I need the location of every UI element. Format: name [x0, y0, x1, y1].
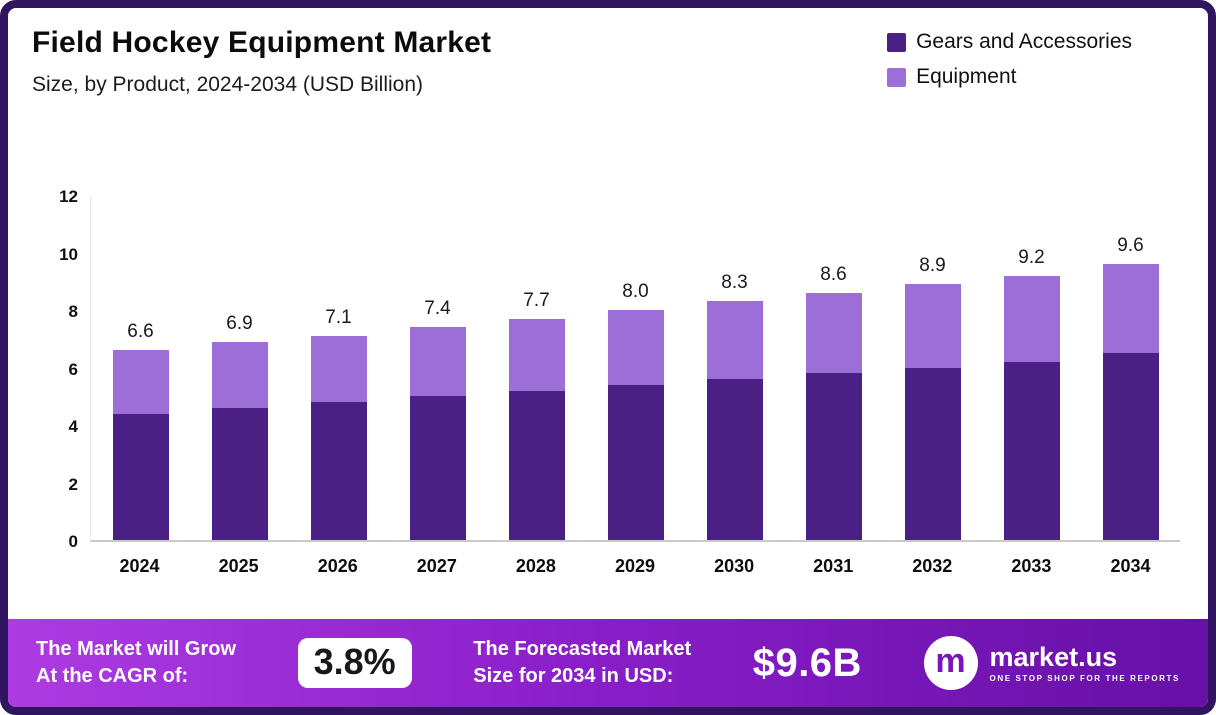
forecast-label-line2: Size for 2034 in USD:	[473, 665, 674, 687]
bar-segment-equipment	[409, 327, 466, 397]
x-tick-label: 2033	[1011, 556, 1052, 576]
y-tick-label: 0	[68, 532, 78, 551]
x-tick-label: 2025	[218, 556, 259, 576]
x-tick-label: 2027	[416, 556, 457, 576]
y-tick-label: 8	[68, 302, 78, 321]
legend: Gears and Accessories Equipment	[887, 30, 1132, 89]
bar-column-2029: 8.0	[586, 197, 685, 540]
bar-column-2030: 8.3	[685, 197, 784, 540]
bar-segment-equipment	[805, 292, 862, 374]
bar-column-2032: 8.9	[883, 197, 982, 540]
bar-column-2034: 9.6	[1081, 197, 1180, 540]
bar-column-2033: 9.2	[982, 197, 1081, 540]
bar-segment-equipment	[1003, 275, 1060, 362]
chart: 0 2 4 6 8 10 12 6.6 6.9 7.1 7.4 7.7 8.0 8.3 8.6 8.9 9.2…	[38, 187, 1180, 551]
cagr-value-chip: 3.8%	[297, 638, 412, 688]
x-axis-labels: 2024 2025 2026 2027 2028 2029 2030 2031 2032 2033…	[90, 556, 1180, 577]
bar-segment-gears-and-accessories	[706, 379, 763, 540]
cagr-label-line1: The Market will Grow	[36, 638, 237, 660]
bar-value-label: 8.6	[820, 263, 847, 285]
brand: m market.us ONE STOP SHOP FOR THE REPORT…	[923, 636, 1180, 690]
bar-value-label: 8.9	[919, 255, 946, 277]
title-block: Field Hockey Equipment Market Size, by P…	[32, 26, 491, 97]
bar-segment-gears-and-accessories	[607, 384, 664, 540]
x-tick-label: 2026	[317, 556, 358, 576]
bar-value-label: 9.6	[1117, 235, 1144, 256]
legend-item-gears-and-accessories: Gears and Accessories	[887, 30, 1132, 54]
x-tick-label: 2031	[813, 556, 854, 576]
bar-segment-gears-and-accessories	[1003, 361, 1060, 540]
page-title: Field Hockey Equipment Market	[32, 26, 492, 59]
bar-segment-equipment	[1102, 264, 1159, 354]
cagr-label-line2: At the CAGR of:	[36, 665, 189, 687]
y-tick-label: 12	[59, 187, 78, 206]
bar-segment-equipment	[310, 335, 367, 402]
brand-tagline: ONE STOP SHOP FOR THE REPORTS	[989, 674, 1180, 683]
bar-column-2031: 8.6	[784, 197, 883, 540]
y-tick-label: 6	[68, 359, 78, 379]
forecast-value: $9.6B	[752, 640, 862, 685]
bar-value-label: 6.9	[226, 312, 253, 334]
cagr-label: The Market will Grow At the CAGR of:	[36, 636, 236, 690]
bar-column-2024: 6.6	[91, 197, 190, 540]
y-axis: 0 2 4 6 8 10 12	[38, 187, 90, 551]
forecast-label: The Forecasted Market Size for 2034 in U…	[473, 636, 691, 690]
legend-label: Equipment	[916, 65, 1017, 88]
bar-value-label: 7.7	[523, 289, 550, 311]
bar-segment-equipment	[211, 341, 268, 408]
y-tick-label: 2	[68, 474, 78, 494]
bar-segment-gears-and-accessories	[1102, 353, 1159, 540]
forecast-label-line1: The Forecasted Market	[473, 638, 692, 660]
bar-segment-gears-and-accessories	[310, 402, 367, 540]
bar-segment-gears-and-accessories	[409, 396, 466, 540]
bar-value-label: 6.6	[127, 321, 154, 343]
bar-segment-gears-and-accessories	[508, 390, 565, 540]
x-tick-label: 2029	[614, 556, 656, 576]
x-tick-label: 2024	[119, 556, 160, 576]
bar-value-label: 7.1	[325, 306, 352, 328]
legend-swatch-gears-and-accessories	[887, 32, 907, 52]
bar-segment-gears-and-accessories	[112, 413, 169, 540]
header: Field Hockey Equipment Market Size, by P…	[8, 8, 1208, 97]
bar-value-label: 9.2	[1018, 246, 1045, 268]
bar-segment-equipment	[508, 318, 565, 391]
footer-banner: The Market will Grow At the CAGR of: 3.8…	[8, 619, 1208, 707]
y-tick-label: 10	[59, 244, 78, 264]
bar-column-2025: 6.9	[190, 197, 289, 540]
legend-swatch-equipment	[887, 67, 907, 87]
marketus-logo-icon: m	[923, 636, 978, 690]
bar-segment-equipment	[112, 350, 169, 414]
bar-segment-equipment	[904, 284, 961, 368]
bar-segment-gears-and-accessories	[805, 373, 862, 540]
bar-column-2027: 7.4	[388, 197, 487, 540]
x-tick-label: 2032	[912, 556, 953, 576]
x-tick-label: 2030	[714, 556, 755, 576]
brand-name: market.us	[989, 642, 1118, 672]
plot-area: 6.6 6.9 7.1 7.4 7.7 8.0 8.3 8.6 8.9 9.2 9.6	[90, 197, 1180, 542]
brand-text-block: market.us ONE STOP SHOP FOR THE REPORTS	[990, 643, 1180, 683]
x-tick-label: 2034	[1110, 556, 1151, 576]
bar-column-2026: 7.1	[289, 197, 388, 540]
bar-segment-equipment	[607, 310, 664, 385]
legend-item-equipment: Equipment	[887, 65, 1132, 89]
y-tick-label: 4	[68, 417, 78, 436]
bar-segment-gears-and-accessories	[904, 367, 961, 540]
bar-value-label: 7.4	[424, 298, 451, 320]
bar-value-label: 8.3	[721, 272, 748, 294]
bar-segment-gears-and-accessories	[211, 407, 268, 540]
x-tick-label: 2028	[515, 556, 556, 576]
bar-value-label: 8.0	[622, 281, 649, 302]
bar-column-2028: 7.7	[487, 197, 586, 540]
marketus-logo-glyph: m	[935, 641, 966, 680]
page-subtitle: Size, by Product, 2024-2034 (USD Billion…	[32, 73, 424, 96]
cagr-value: 3.8%	[313, 641, 396, 682]
bar-segment-equipment	[706, 301, 763, 379]
legend-label: Gears and Accessories	[916, 30, 1132, 53]
